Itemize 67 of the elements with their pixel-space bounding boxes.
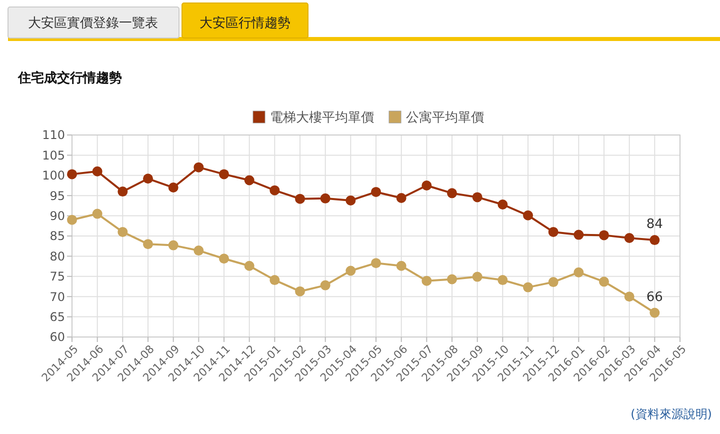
point <box>650 308 660 318</box>
point <box>371 258 381 268</box>
point <box>650 235 660 246</box>
point <box>270 275 280 286</box>
point <box>523 210 533 220</box>
y-tick-label: 90 <box>50 209 65 223</box>
point <box>194 246 204 256</box>
y-tick-label: 95 <box>50 188 65 203</box>
point <box>219 169 229 180</box>
data-label: 66 <box>646 290 663 305</box>
point <box>422 276 432 286</box>
point <box>244 175 254 186</box>
text: 大安區實價登錄一覽表 <box>28 15 158 31</box>
point <box>472 272 482 282</box>
text: 大安區行情趨勢 <box>200 15 290 31</box>
point <box>219 254 229 264</box>
point <box>447 188 457 198</box>
legend-label: 公寓平均單價 <box>406 110 484 126</box>
point <box>422 180 432 190</box>
point <box>548 277 558 288</box>
point <box>346 195 356 206</box>
point <box>92 208 102 219</box>
point <box>244 260 254 271</box>
point <box>346 266 356 276</box>
point <box>396 260 406 271</box>
point <box>396 193 406 204</box>
point <box>624 292 634 302</box>
data-label: 84 <box>646 217 663 232</box>
point <box>523 282 533 292</box>
y-tick-label: 85 <box>50 229 65 244</box>
chart-title: 住宅成交行情趨勢 <box>17 70 122 86</box>
point <box>194 162 204 172</box>
point <box>498 199 508 210</box>
point <box>270 185 280 196</box>
y-tick-label: 110 <box>42 128 65 142</box>
point <box>371 186 381 197</box>
point <box>118 186 128 197</box>
point <box>599 230 609 240</box>
point <box>118 226 128 237</box>
point <box>472 192 482 202</box>
y-tick-label: 75 <box>50 270 65 284</box>
point <box>92 166 102 176</box>
y-tick-label: 65 <box>50 310 65 324</box>
legend-label: 電梯大樓平均單價 <box>270 110 374 126</box>
point <box>320 280 330 290</box>
text: (資料來源說明) <box>630 407 712 421</box>
point <box>320 193 330 204</box>
point <box>574 230 584 240</box>
point <box>574 267 584 278</box>
point <box>599 276 609 287</box>
point <box>447 274 457 284</box>
point <box>67 169 77 180</box>
y-tick-label: 105 <box>42 148 65 162</box>
y-tick-label: 100 <box>42 168 65 183</box>
point <box>295 194 305 204</box>
point <box>143 239 153 250</box>
point <box>624 233 634 244</box>
point <box>143 174 153 184</box>
point <box>168 182 178 193</box>
y-tick-label: 70 <box>50 290 65 304</box>
y-tick-label: 60 <box>50 330 65 344</box>
point <box>498 275 508 286</box>
y-tick-label: 80 <box>50 249 65 264</box>
point <box>168 240 178 250</box>
point <box>548 226 558 237</box>
point <box>67 214 77 225</box>
point <box>295 286 305 296</box>
